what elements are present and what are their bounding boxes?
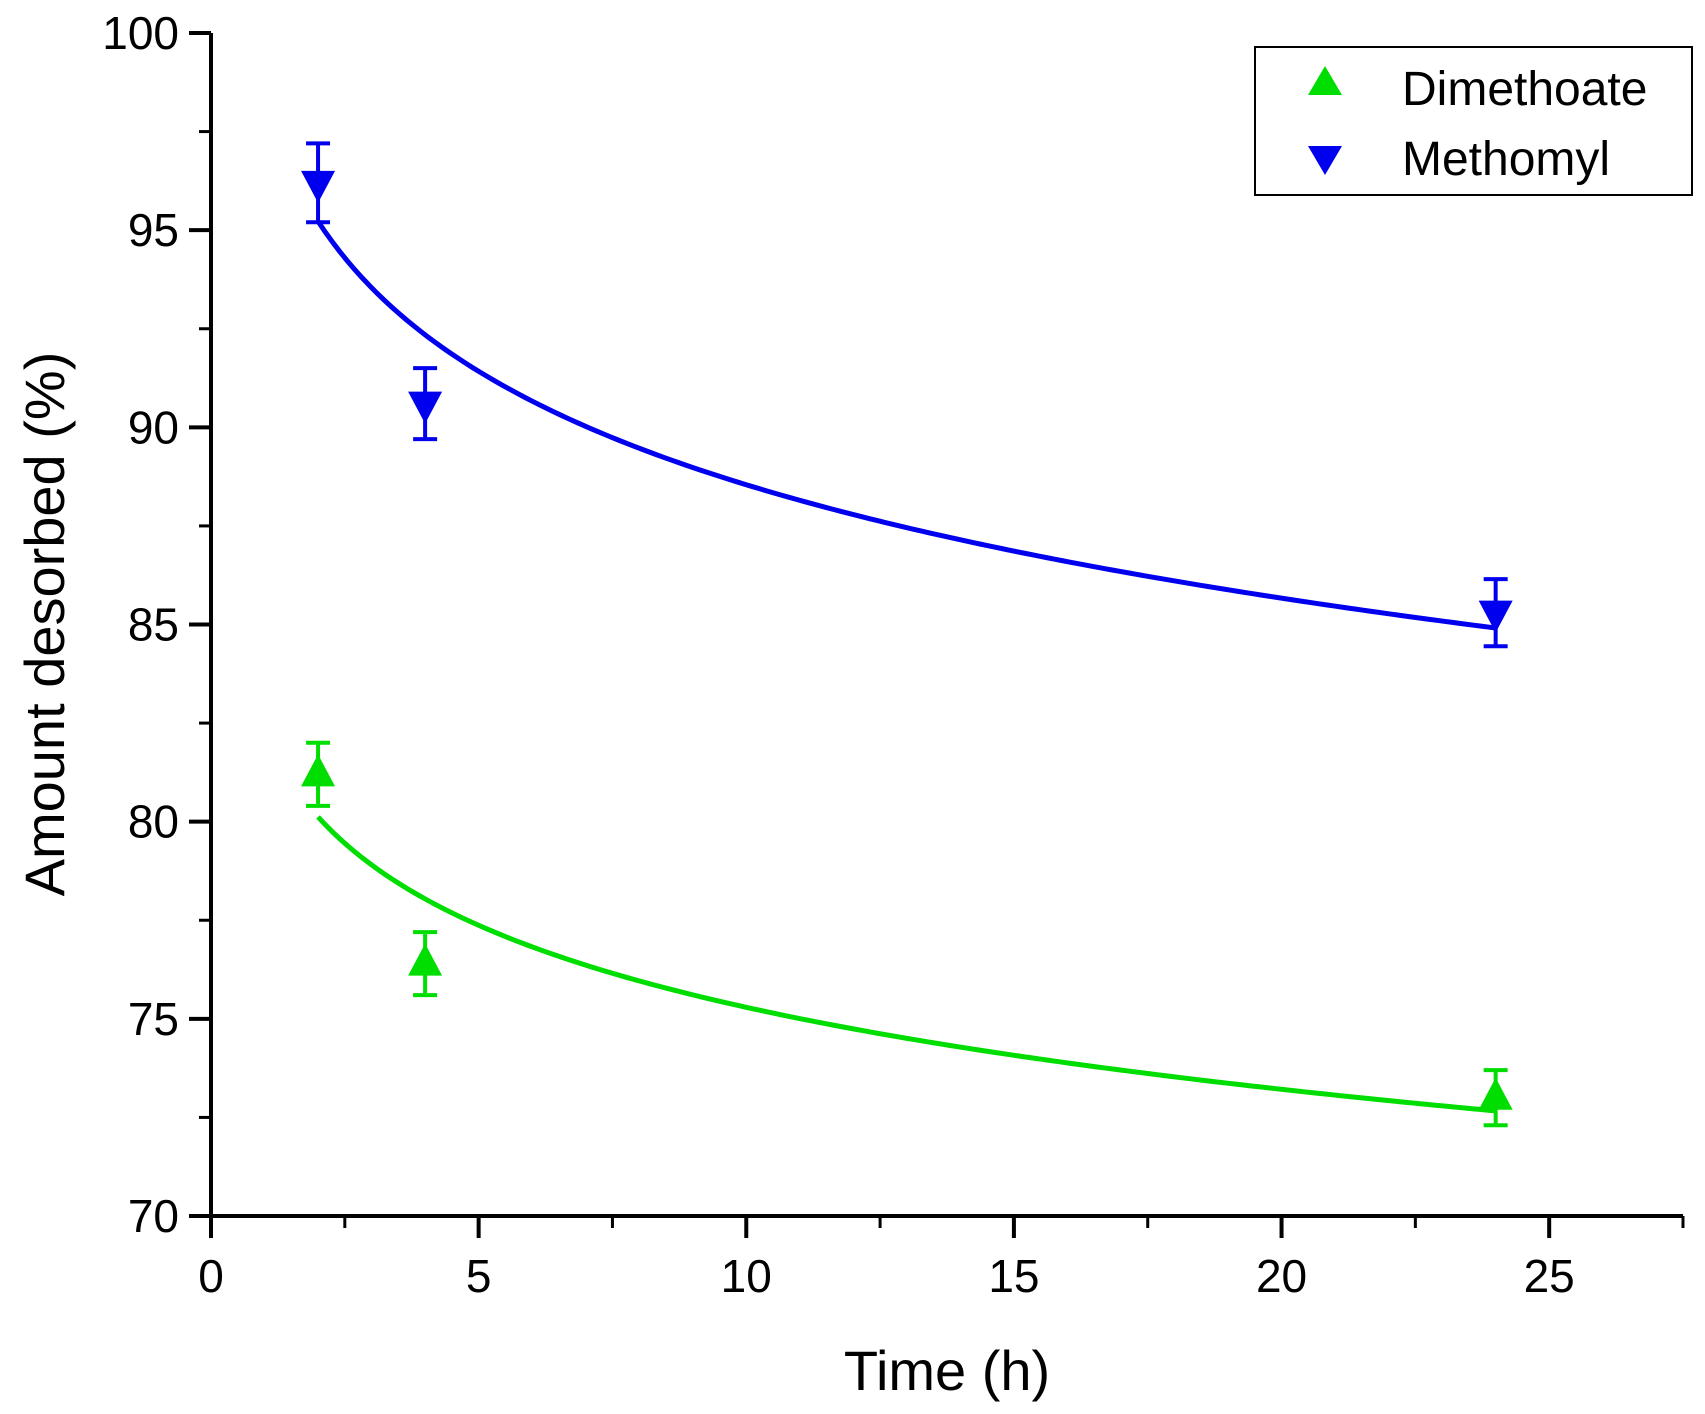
- data-point-dimethoate: [1478, 1077, 1513, 1110]
- legend: Dimethoate Methomyl: [1254, 46, 1693, 196]
- legend-marker-dimethoate: [1308, 66, 1342, 95]
- legend-label-dimethoate: Dimethoate: [1402, 63, 1647, 116]
- legend-marker-methomyl: [1308, 146, 1342, 175]
- data-point-methomyl: [1478, 600, 1513, 633]
- fit-curve-dimethoate: [316, 815, 1496, 1114]
- x-tick-label: 20: [1256, 1250, 1307, 1302]
- y-tick-label: 70: [128, 1190, 179, 1242]
- data-point-dimethoate: [408, 943, 443, 976]
- plot-area: [301, 141, 1513, 1128]
- y-tick-label: 85: [128, 599, 179, 651]
- y-tick-label: 95: [128, 204, 179, 256]
- x-tick-label: 25: [1524, 1250, 1575, 1302]
- legend-label-methomyl: Methomyl: [1402, 133, 1610, 186]
- x-axis-ticks: 0 5 10 15 20 25: [198, 1216, 1685, 1302]
- y-axis-ticks: 70 75 80 85 90 95 100: [102, 7, 211, 1242]
- fit-curve-methomyl: [315, 219, 1496, 631]
- x-tick-label: 15: [988, 1250, 1039, 1302]
- data-point-methomyl: [408, 391, 443, 424]
- y-tick-label: 80: [128, 796, 179, 848]
- x-axis-title: Time (h): [844, 1339, 1050, 1402]
- y-tick-label: 100: [102, 7, 179, 59]
- y-tick-label: 75: [128, 993, 179, 1045]
- error-bars: [306, 141, 1508, 1128]
- data-point-dimethoate: [301, 754, 336, 787]
- data-markers: [301, 170, 1513, 1110]
- x-tick-label: 0: [198, 1250, 224, 1302]
- y-tick-label: 90: [128, 401, 179, 453]
- x-tick-label: 5: [466, 1250, 492, 1302]
- data-point-methomyl: [301, 170, 336, 203]
- x-tick-label: 10: [721, 1250, 772, 1302]
- fit-curves: [315, 219, 1496, 1114]
- y-axis-title: Amount desorbed (%): [13, 352, 76, 897]
